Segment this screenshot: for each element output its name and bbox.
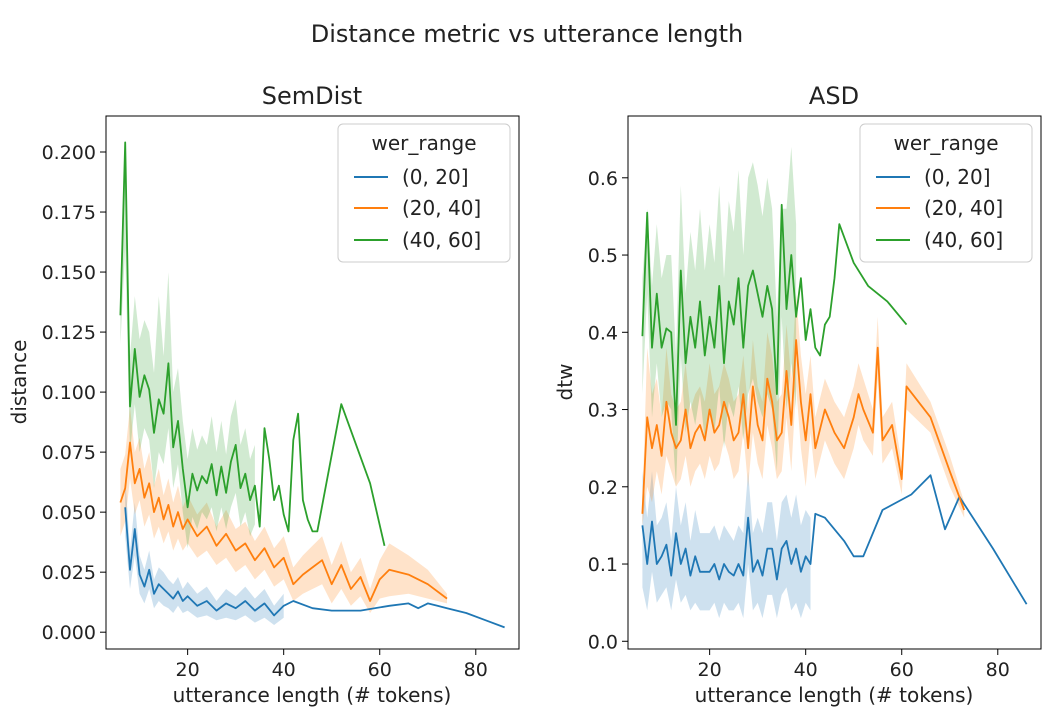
asd-y-tick-label: 0.6 — [588, 168, 618, 190]
asd-plot-area — [641, 146, 1028, 619]
asd-y-tick-label: 0.1 — [588, 554, 618, 576]
asd-line-40-60 — [641, 203, 908, 426]
asd-title: ASD — [809, 82, 859, 110]
semdist-ci-band-20-40 — [120, 406, 448, 613]
semdist-x-ticks: 20 40 60 80 — [176, 649, 488, 681]
semdist-legend-label-0-20: (0, 20] — [402, 165, 469, 189]
semdist-x-tick-label: 80 — [464, 659, 488, 681]
asd-y-tick-label: 0.3 — [588, 400, 618, 422]
semdist-line-40-60 — [119, 141, 386, 547]
asd-x-tick-label: 60 — [890, 659, 914, 681]
asd-axes-frame — [627, 115, 1042, 650]
asd-line-0-20 — [641, 474, 1028, 605]
asd-x-ticks: 20 40 60 80 — [698, 649, 1010, 681]
semdist-line-0-20 — [124, 507, 505, 629]
semdist-ci-band-40-60 — [120, 142, 255, 549]
figure-title: Distance metric vs utterance length — [311, 20, 744, 48]
semdist-y-tick-label: 0.100 — [42, 382, 96, 404]
asd-y-tick-label: 0.5 — [588, 245, 618, 267]
asd-line-20-40 — [641, 339, 966, 514]
semdist-panel: SemDist 20 40 60 80 0.000 0.025 0.050 0.075 0.1… — [7, 82, 520, 707]
semdist-axes-frame — [105, 115, 520, 650]
asd-panel: ASD 20 40 60 80 0.0 0.1 0.2 0.3 0.4 0.5 0.6 utter… — [553, 82, 1042, 707]
asd-y-ticks: 0.0 0.1 0.2 0.3 0.4 0.5 0.6 — [588, 168, 628, 653]
semdist-x-tick-label: 20 — [176, 659, 200, 681]
semdist-x-tick-label: 40 — [272, 659, 296, 681]
semdist-y-tick-label: 0.175 — [42, 202, 96, 224]
semdist-legend-label-40-60: (40, 60] — [402, 228, 481, 252]
asd-y-tick-label: 0.4 — [588, 322, 618, 344]
asd-legend-label-0-20: (0, 20] — [924, 165, 991, 189]
asd-legend: wer_range (0, 20] (20, 40] (40, 60] — [859, 123, 1033, 263]
semdist-legend-label-20-40: (20, 40] — [402, 196, 481, 220]
semdist-x-tick-label: 60 — [368, 659, 392, 681]
asd-legend-title: wer_range — [893, 131, 998, 155]
asd-y-tick-label: 0.2 — [588, 477, 618, 499]
semdist-y-axis-label: distance — [7, 340, 31, 425]
semdist-y-tick-label: 0.200 — [42, 142, 96, 164]
asd-legend-label-20-40: (20, 40] — [924, 196, 1003, 220]
asd-legend-label-40-60: (40, 60] — [924, 228, 1003, 252]
asd-y-tick-label: 0.0 — [588, 631, 618, 653]
semdist-ci-band-0-20 — [125, 476, 284, 625]
asd-ci-band-40-60 — [642, 146, 797, 487]
asd-x-tick-label: 40 — [794, 659, 818, 681]
semdist-y-ticks: 0.000 0.025 0.050 0.075 0.100 0.125 0.150 0.175… — [42, 142, 106, 644]
semdist-plot-area — [119, 141, 505, 629]
semdist-y-tick-label: 0.125 — [42, 322, 96, 344]
asd-legend-box — [859, 123, 1033, 263]
asd-ci-band-20-40 — [642, 293, 965, 526]
semdist-legend: wer_range (0, 20] (20, 40] (40, 60] — [337, 123, 511, 263]
semdist-legend-box — [337, 123, 511, 263]
semdist-y-tick-label: 0.075 — [42, 442, 96, 464]
asd-y-axis-label: dtw — [553, 364, 577, 401]
semdist-title: SemDist — [262, 82, 362, 110]
semdist-y-tick-label: 0.150 — [42, 262, 96, 284]
asd-x-axis-label: utterance length (# tokens) — [695, 683, 974, 707]
semdist-y-tick-label: 0.000 — [42, 622, 96, 644]
asd-ci-band-0-20 — [642, 471, 811, 619]
semdist-legend-title: wer_range — [371, 131, 476, 155]
semdist-y-tick-label: 0.050 — [42, 502, 96, 524]
asd-x-tick-label: 20 — [698, 659, 722, 681]
semdist-x-axis-label: utterance length (# tokens) — [173, 683, 452, 707]
asd-x-tick-label: 80 — [986, 659, 1010, 681]
semdist-line-20-40 — [119, 441, 448, 602]
semdist-y-tick-label: 0.025 — [42, 562, 96, 584]
